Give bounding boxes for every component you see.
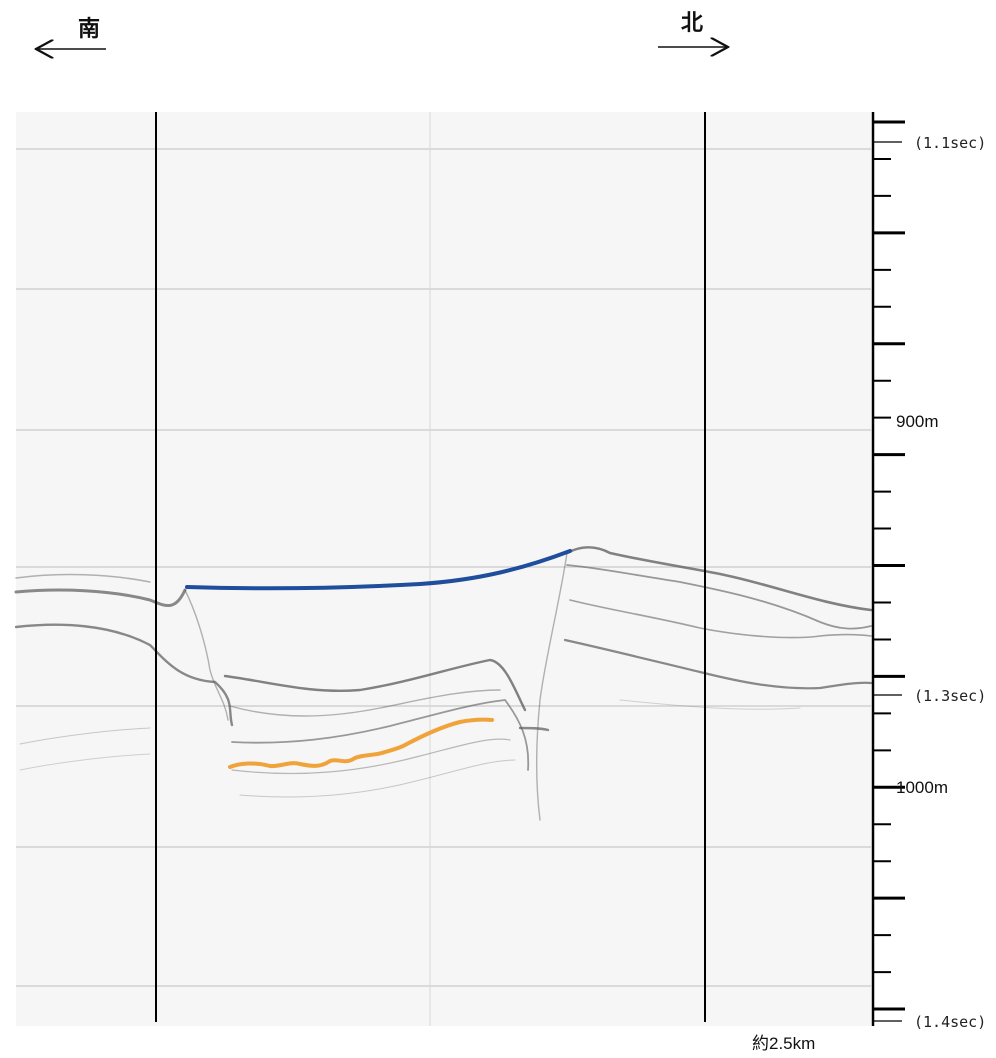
- north-label: 北: [681, 11, 703, 36]
- time-label-1.4sec: (1.4sec): [914, 1013, 986, 1031]
- depth-label-900m: 900m: [896, 412, 939, 431]
- seismic-reflectors: [14, 546, 873, 821]
- vertical-scale: (1.1sec) (1.3sec) (1.4sec) 900m 1000m: [871, 112, 986, 1031]
- timing-gridlines: [16, 148, 871, 987]
- lower-interpretation-line: [228, 717, 494, 769]
- horizontal-scale-label: 約2.5km: [752, 1034, 815, 1053]
- time-label-1.3sec: (1.3sec): [914, 687, 986, 705]
- direction-south: 南: [36, 17, 106, 49]
- profile-background: [16, 112, 871, 1026]
- time-label-1.1sec: (1.1sec): [914, 134, 986, 152]
- depth-label-1000m: 1000m: [896, 778, 948, 797]
- south-label: 南: [78, 17, 100, 42]
- seismic-profile: [14, 112, 873, 1026]
- upper-interpretation-line: [185, 549, 572, 591]
- scale-ticks: [873, 120, 905, 1011]
- direction-north: 北: [658, 11, 728, 47]
